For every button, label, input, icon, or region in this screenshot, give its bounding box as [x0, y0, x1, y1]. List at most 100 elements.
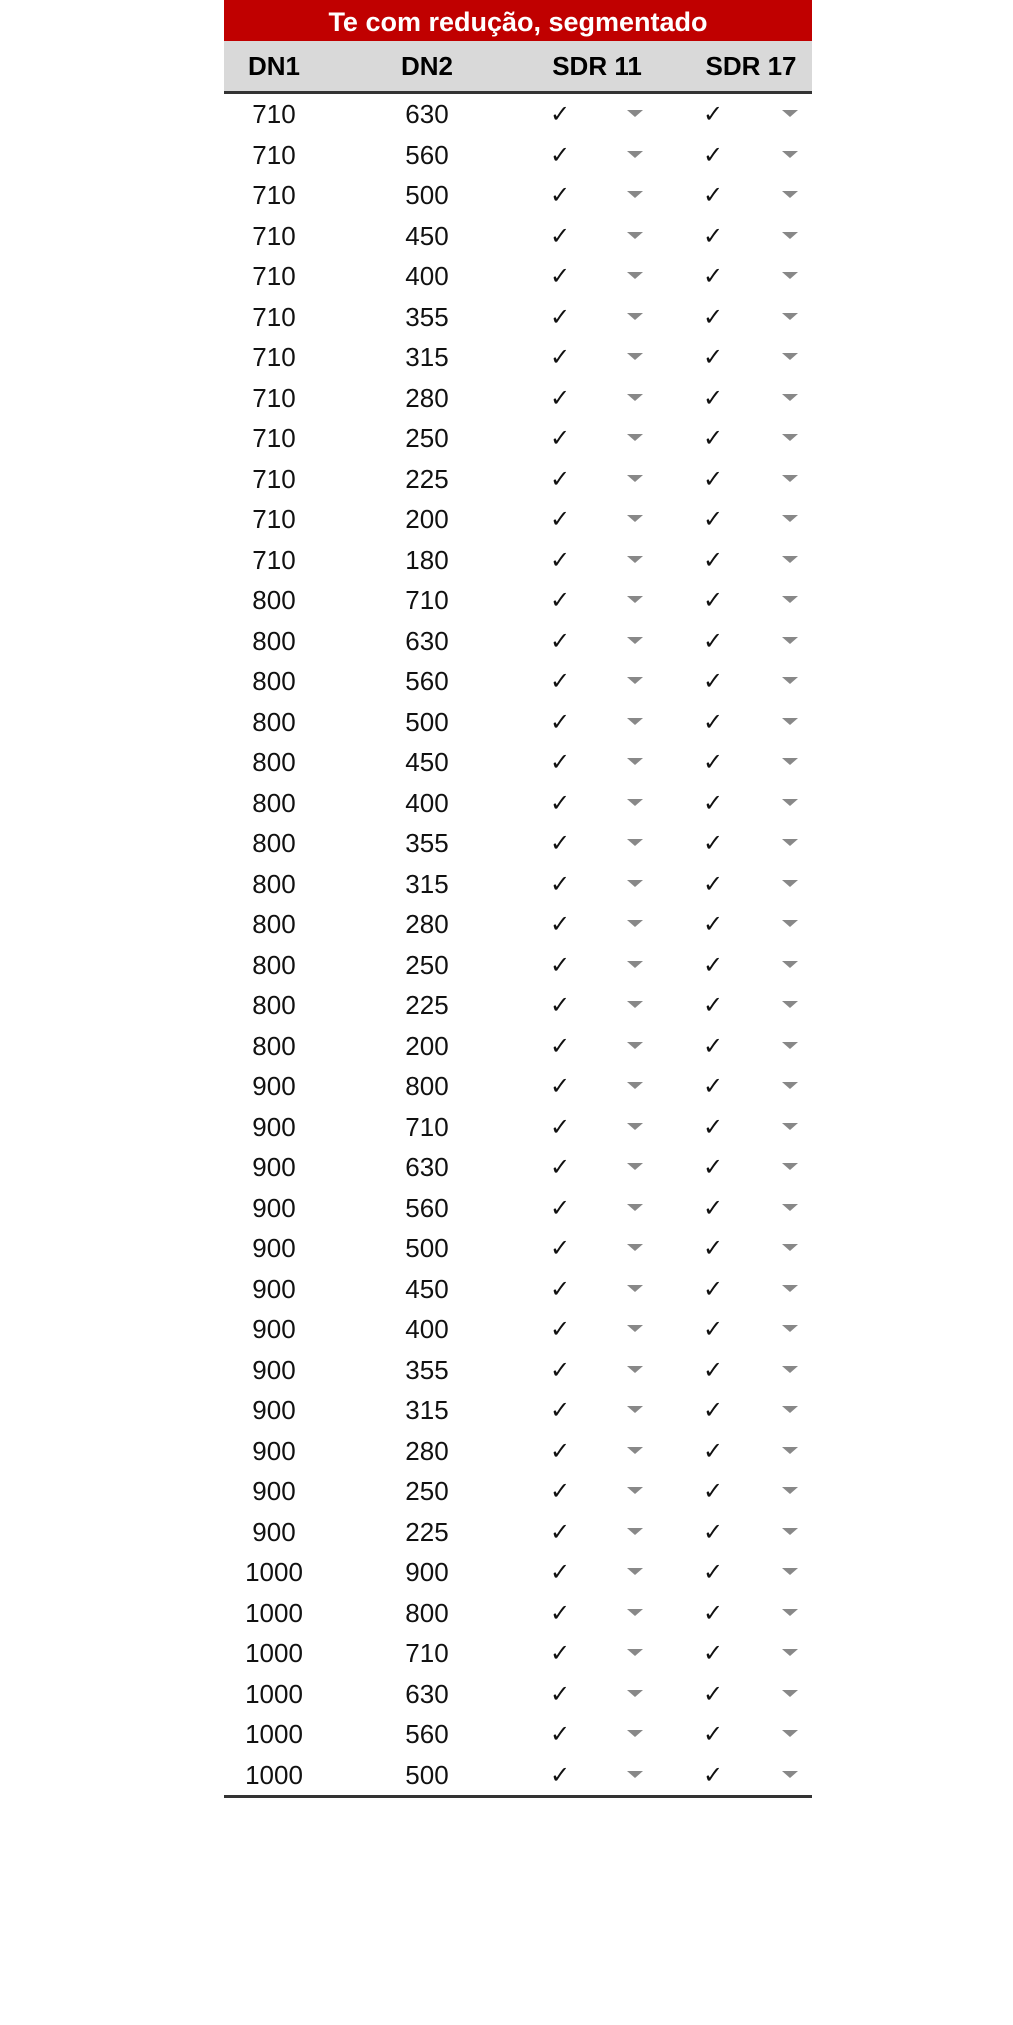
- sdr17-dropdown-arrow-icon[interactable]: [782, 636, 798, 644]
- sdr17-dropdown-arrow-icon[interactable]: [782, 960, 798, 968]
- sdr11-dropdown-arrow-icon[interactable]: [627, 1163, 643, 1170]
- sdr11-dropdown-arrow-icon[interactable]: [627, 1568, 643, 1575]
- sdr17-dropdown-arrow-icon[interactable]: [782, 1406, 798, 1413]
- sdr17-dropdown-arrow-icon[interactable]: [782, 596, 798, 603]
- sdr17-dropdown-arrow-icon[interactable]: [782, 1649, 798, 1656]
- sdr17-dropdown-arrow-icon[interactable]: [782, 758, 798, 765]
- sdr17-dropdown-arrow-icon[interactable]: [782, 1203, 798, 1211]
- sdr11-dropdown-arrow-icon[interactable]: [627, 1487, 643, 1494]
- sdr11-dropdown-arrow-icon[interactable]: [627, 1527, 643, 1535]
- sdr17-dropdown-arrow-icon[interactable]: [782, 393, 798, 401]
- sdr17-dropdown-arrow-icon[interactable]: [782, 1163, 798, 1170]
- sdr17-dropdown-arrow-icon[interactable]: [782, 1365, 798, 1373]
- sdr11-dropdown-arrow-icon[interactable]: [627, 636, 643, 644]
- sdr11-dropdown-arrow-icon[interactable]: [627, 1041, 643, 1049]
- sdr11-dropdown-arrow-icon[interactable]: [627, 717, 643, 725]
- sdr11-dropdown-arrow-icon[interactable]: [627, 312, 643, 320]
- sdr11-dropdown-arrow-icon[interactable]: [627, 353, 643, 360]
- sdr17-dropdown-arrow-icon[interactable]: [782, 1730, 798, 1737]
- sdr11-dropdown-arrow-icon[interactable]: [627, 677, 643, 684]
- sdr17-dropdown-arrow-icon[interactable]: [782, 1082, 798, 1089]
- sdr17-dropdown-arrow-icon[interactable]: [782, 150, 798, 158]
- dn2-cell: 200: [405, 1030, 449, 1061]
- sdr11-dropdown-arrow-icon[interactable]: [627, 1082, 643, 1089]
- sdr11-dropdown-arrow-icon[interactable]: [627, 515, 643, 522]
- sdr11-dropdown-arrow-icon[interactable]: [627, 434, 643, 441]
- sdr17-dropdown-arrow-icon[interactable]: [782, 1487, 798, 1494]
- table-row: 800 280 ✓ ✓: [224, 904, 812, 945]
- sdr17-dropdown-arrow-icon[interactable]: [782, 515, 798, 522]
- sdr17-dropdown-arrow-icon[interactable]: [782, 1689, 798, 1697]
- sdr11-dropdown-arrow-icon[interactable]: [627, 150, 643, 158]
- sdr17-dropdown-arrow-icon[interactable]: [782, 272, 798, 279]
- sdr17-dropdown-arrow-icon[interactable]: [782, 1608, 798, 1616]
- sdr11-dropdown-arrow-icon[interactable]: [627, 231, 643, 239]
- sdr11-dropdown-arrow-icon[interactable]: [627, 1770, 643, 1778]
- sdr11-dropdown-arrow-icon[interactable]: [627, 879, 643, 887]
- sdr17-dropdown-arrow-icon[interactable]: [782, 1770, 798, 1778]
- dn1-cell: 900: [252, 1516, 296, 1547]
- sdr17-dropdown-arrow-icon[interactable]: [782, 191, 798, 198]
- table-row: 800 315 ✓ ✓: [224, 864, 812, 905]
- sdr11-dropdown-arrow-icon[interactable]: [627, 920, 643, 927]
- sdr17-dropdown-arrow-icon[interactable]: [782, 110, 798, 117]
- sdr17-dropdown-arrow-icon[interactable]: [782, 798, 798, 806]
- table-row: 800 560 ✓ ✓: [224, 661, 812, 702]
- sdr11-dropdown-arrow-icon[interactable]: [627, 393, 643, 401]
- sdr11-dropdown-arrow-icon[interactable]: [627, 1649, 643, 1656]
- dn1-cell: 900: [252, 1192, 296, 1223]
- sdr11-dropdown-arrow-icon[interactable]: [627, 1689, 643, 1697]
- sdr11-dropdown-arrow-icon[interactable]: [627, 1001, 643, 1008]
- sdr11-dropdown-arrow-icon[interactable]: [627, 1325, 643, 1332]
- sdr17-dropdown-arrow-icon[interactable]: [782, 920, 798, 927]
- sdr17-dropdown-arrow-icon[interactable]: [782, 1446, 798, 1454]
- sdr11-dropdown-arrow-icon[interactable]: [627, 1122, 643, 1130]
- sdr17-dropdown-arrow-icon[interactable]: [782, 1122, 798, 1130]
- sdr17-dropdown-arrow-icon[interactable]: [782, 1284, 798, 1292]
- sdr11-dropdown-arrow-icon[interactable]: [627, 1446, 643, 1454]
- dn1-cell: 900: [252, 1273, 296, 1304]
- sdr11-dropdown-arrow-icon[interactable]: [627, 1406, 643, 1413]
- sdr17-dropdown-arrow-icon[interactable]: [782, 1325, 798, 1332]
- sdr17-dropdown-arrow-icon[interactable]: [782, 555, 798, 563]
- sdr17-dropdown-arrow-icon[interactable]: [782, 312, 798, 320]
- sdr11-dropdown-arrow-icon[interactable]: [627, 1203, 643, 1211]
- sdr17-dropdown-arrow-icon[interactable]: [782, 839, 798, 846]
- sdr11-dropdown-arrow-icon[interactable]: [627, 272, 643, 279]
- sdr17-dropdown-arrow-icon[interactable]: [782, 353, 798, 360]
- sdr17-dropdown-arrow-icon[interactable]: [782, 1527, 798, 1535]
- dn1-cell: 800: [252, 787, 296, 818]
- sdr11-dropdown-arrow-icon[interactable]: [627, 191, 643, 198]
- sdr11-dropdown-arrow-icon[interactable]: [627, 1365, 643, 1373]
- sdr17-dropdown-arrow-icon[interactable]: [782, 474, 798, 482]
- sdr11-dropdown-arrow-icon[interactable]: [627, 798, 643, 806]
- sdr11-dropdown-arrow-icon[interactable]: [627, 1284, 643, 1292]
- sdr17-check-icon: ✓: [702, 1598, 724, 1627]
- sdr17-dropdown-arrow-icon[interactable]: [782, 434, 798, 441]
- sdr17-dropdown-arrow-icon[interactable]: [782, 1568, 798, 1575]
- sdr11-dropdown-arrow-icon[interactable]: [627, 596, 643, 603]
- dn1-cell: 900: [252, 1314, 296, 1344]
- dn1-cell: 1000: [245, 1678, 303, 1709]
- sdr17-dropdown-arrow-icon[interactable]: [782, 231, 798, 239]
- sdr11-dropdown-arrow-icon[interactable]: [627, 474, 643, 482]
- sdr17-dropdown-arrow-icon[interactable]: [782, 1041, 798, 1049]
- sdr11-dropdown-arrow-icon[interactable]: [627, 1608, 643, 1616]
- sdr17-dropdown-arrow-icon[interactable]: [782, 717, 798, 725]
- sdr11-dropdown-arrow-icon[interactable]: [627, 960, 643, 968]
- sdr17-dropdown-arrow-icon[interactable]: [782, 677, 798, 684]
- sdr11-dropdown-arrow-icon[interactable]: [627, 839, 643, 846]
- sdr11-dropdown-arrow-icon[interactable]: [627, 1244, 643, 1251]
- sdr11-dropdown-arrow-icon[interactable]: [627, 758, 643, 765]
- sdr17-dropdown-arrow-icon[interactable]: [782, 879, 798, 887]
- sdr11-dropdown-arrow-icon[interactable]: [627, 555, 643, 563]
- table-row: 800 500 ✓ ✓: [224, 702, 812, 743]
- sdr11-check-icon: ✓: [549, 788, 571, 817]
- sdr17-dropdown-arrow-icon[interactable]: [782, 1244, 798, 1251]
- sdr11-dropdown-arrow-icon[interactable]: [627, 110, 643, 117]
- sdr17-dropdown-arrow-icon[interactable]: [782, 1001, 798, 1008]
- sdr11-dropdown-arrow-icon[interactable]: [627, 1730, 643, 1737]
- sdr17-check-icon: ✓: [702, 1477, 724, 1505]
- dn2-cell: 225: [405, 463, 449, 494]
- sdr11-check-icon: ✓: [549, 1315, 571, 1343]
